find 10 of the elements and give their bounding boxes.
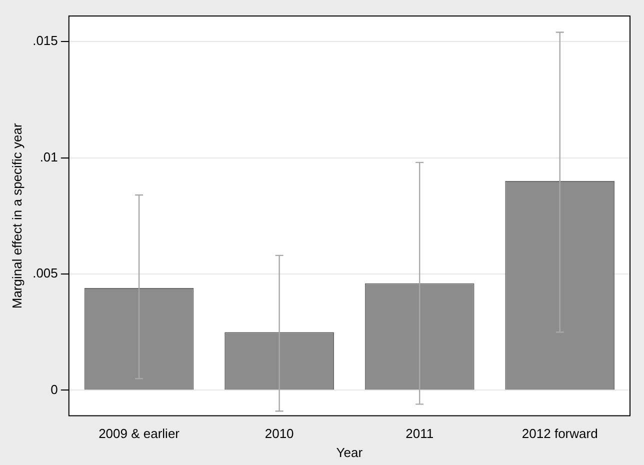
x-tick-label: 2010 <box>264 426 294 442</box>
y-tick-label: 0 <box>50 382 58 397</box>
x-axis-title: Year <box>336 444 364 460</box>
y-tick-label: .015 <box>32 33 58 48</box>
x-tick-label: 2009 & earlier <box>98 426 180 442</box>
x-tick-label: 2012 forward <box>522 426 598 442</box>
y-axis-title: Marginal effect in a specific year <box>9 122 24 309</box>
x-tick-label: 2011 <box>406 426 434 442</box>
y-tick-label: .01 <box>40 149 58 164</box>
y-tick-label: .005 <box>32 266 58 281</box>
